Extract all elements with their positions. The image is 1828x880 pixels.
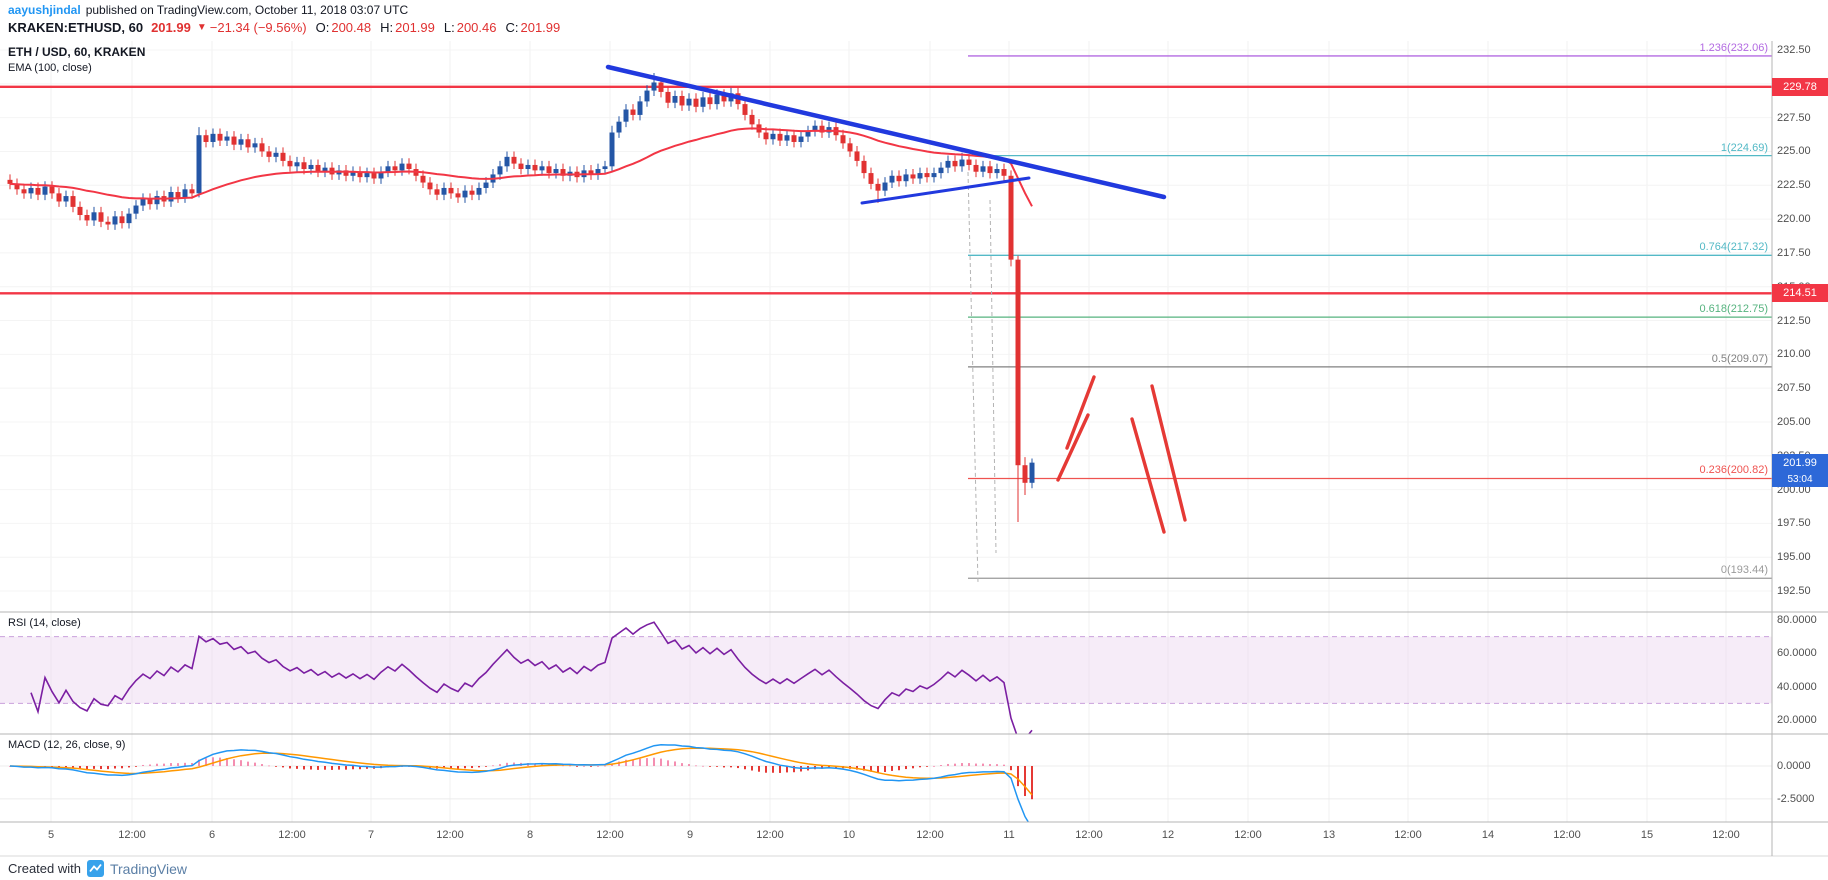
macd-line [9,743,1030,822]
ohlc-value: 201.99 [520,20,561,35]
tradingview-brand-link[interactable]: TradingView [109,860,188,877]
drawn-mark [1150,384,1187,522]
rsi-pane [0,621,1772,734]
last-price: 201.99 [151,20,191,35]
ohlc-label: C: [505,20,519,35]
tradingview-logo-icon[interactable] [86,860,104,877]
pane-title-price[interactable]: ETH / USD, 60, KRAKEN [8,45,146,59]
attribution-line: aayushjindal published on TradingView.com… [8,3,408,18]
quote-bar: KRAKEN:ETHUSD, 60 201.99 ▼ −21.34 (−9.56… [8,20,560,36]
footer-bar: Created with TradingView [0,857,1828,880]
ohlc-label: O: [315,20,330,35]
indicator-label-rsi[interactable]: RSI (14, close) [8,617,81,629]
ohlc-label: H: [380,20,394,35]
ema-line [9,127,1033,207]
price-pane [0,55,1772,584]
dashed-measure-line [989,199,997,554]
macd-pane [9,743,1033,822]
publish-info: published on TradingView.com, October 11… [85,3,409,17]
price-change: −21.34 (−9.56%) [209,20,307,35]
trendline [860,176,1031,205]
ohlc-value: 200.46 [456,20,497,35]
created-with-text: Created with [8,861,81,876]
symbol-title[interactable]: KRAKEN:ETHUSD, 60 [8,20,144,35]
price-pane-legend: ETH / USD, 60, KRAKEN EMA (100, close) [8,45,145,74]
down-arrow-icon: ▼ [196,22,207,33]
ohlc-value: 200.48 [331,20,372,35]
drawn-mark [1056,413,1090,482]
drawn-mark [1065,375,1096,450]
macd-signal-line [9,747,1033,796]
author-link[interactable]: aayushjindal [8,3,81,17]
drawn-mark [1130,417,1166,534]
rsi-line [30,621,1033,734]
ohlc-readout: O: 200.48 H: 201.99 L: 200.46 C: 201.99 [307,20,561,36]
dashed-measure-line [967,171,979,584]
indicator-label-ema[interactable]: EMA (100, close) [8,62,92,74]
ohlc-label: L: [443,20,455,35]
trendline [605,64,1167,200]
ohlc-value: 201.99 [395,20,435,35]
indicator-label-macd[interactable]: MACD (12, 26, close, 9) [8,739,126,751]
